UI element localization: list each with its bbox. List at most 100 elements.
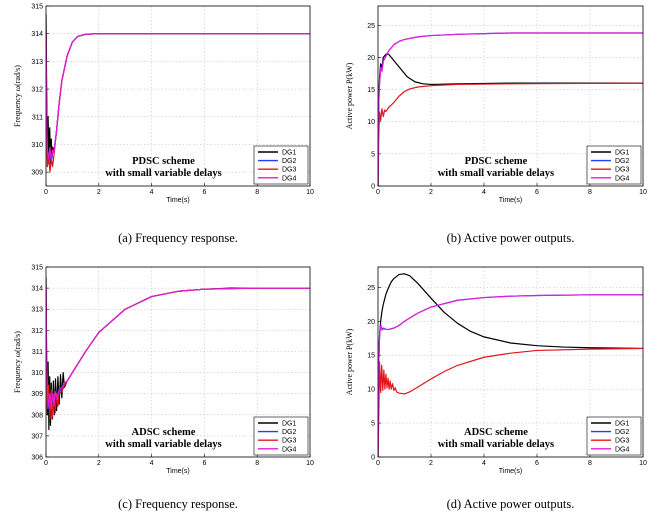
subfigure-caption: (a) Frequency response.: [118, 231, 238, 245]
y-tick-label: 308: [31, 412, 43, 419]
series-line-dg1: [378, 53, 643, 186]
y-tick-label: 307: [31, 433, 43, 440]
x-tick-label: 0: [376, 460, 380, 467]
x-tick-label: 6: [535, 189, 539, 196]
x-tick-label: 4: [150, 460, 154, 467]
y-tick-label: 313: [31, 59, 43, 66]
y-tick-label: 20: [367, 55, 375, 62]
x-tick-label: 2: [97, 460, 101, 467]
y-tick-label: 15: [367, 353, 375, 360]
y-tick-label: 311: [32, 114, 43, 121]
y-tick-label: 312: [31, 328, 43, 335]
legend-label-dg4: DG4: [615, 175, 630, 182]
series-line-dg3: [378, 82, 643, 186]
y-tick-label: 5: [371, 421, 375, 428]
y-axis-label: Active power P(kW): [345, 62, 354, 129]
plot-area: [45, 266, 311, 458]
y-tick-label: 314: [31, 31, 43, 38]
x-tick-label: 8: [588, 460, 592, 467]
scheme-annotation: PDSC scheme: [132, 156, 195, 167]
series-line-dg1: [46, 277, 310, 431]
x-tick-label: 0: [376, 189, 380, 196]
y-tick-label: 315: [31, 4, 43, 11]
x-tick-label: 2: [429, 460, 433, 467]
y-tick-label: 309: [31, 391, 43, 398]
series-line-dg3: [378, 347, 643, 457]
x-tick-label: 8: [588, 189, 592, 196]
series-group: [378, 273, 643, 457]
x-tick-label: 0: [44, 460, 48, 467]
x-axis-label: Time(s): [166, 468, 189, 475]
legend-label-dg3: DG3: [615, 438, 630, 445]
legend-label-dg3: DG3: [282, 438, 297, 445]
legend-label-dg1: DG1: [615, 421, 630, 428]
x-tick-label: 2: [97, 189, 101, 196]
chart-panel-d: 0 2 4 6 8 10 0 5 10 15 20 25 Time(s) Active power P(k…: [345, 266, 647, 511]
x-tick-label: 8: [255, 460, 259, 467]
plot-area: [377, 266, 644, 458]
y-tick-label: 20: [367, 319, 375, 326]
legend-label-dg2: DG2: [282, 158, 297, 165]
legend-label-dg4: DG4: [282, 175, 297, 182]
x-tick-label: 4: [482, 460, 486, 467]
chart-panel-c: 0 2 4 6 8 10 306 307 308 309 310 311 312 313 314 315 Tim…: [13, 265, 314, 512]
series-group: [46, 277, 310, 431]
y-tick-label: 313: [31, 307, 43, 314]
series-line-dg3: [46, 287, 310, 420]
y-tick-label: 310: [31, 370, 43, 377]
y-tick-label: 25: [367, 23, 375, 30]
chart-panel-b: 0 2 4 6 8 10 0 5 10 15 20 25 Time(s) Active power P(k…: [345, 5, 647, 245]
y-tick-label: 311: [32, 349, 43, 356]
series-line-dg4: [46, 287, 310, 410]
x-tick-label: 6: [535, 460, 539, 467]
x-tick-label: 2: [429, 189, 433, 196]
y-tick-label: 10: [367, 387, 375, 394]
y-tick-label: 315: [31, 265, 43, 272]
series-line-dg4: [378, 294, 643, 457]
series-line-dg1: [378, 273, 643, 457]
plot-area: [45, 5, 311, 187]
x-tick-label: 6: [202, 460, 206, 467]
x-axis-label: Time(s): [499, 197, 522, 204]
x-tick-label: 10: [306, 460, 314, 467]
y-tick-label: 310: [31, 142, 43, 149]
y-tick-label: 306: [31, 455, 43, 462]
legend-label-dg1: DG1: [282, 150, 297, 157]
scheme-annotation: PDSC scheme: [465, 156, 528, 167]
x-tick-label: 4: [482, 189, 486, 196]
subfigure-caption: (d) Active power outputs.: [447, 497, 575, 511]
x-tick-label: 4: [150, 189, 154, 196]
legend-label-dg2: DG2: [615, 429, 630, 436]
legend-label-dg4: DG4: [282, 446, 297, 453]
y-tick-label: 0: [371, 455, 375, 462]
y-tick-label: 10: [367, 119, 375, 126]
x-axis-label: Time(s): [166, 197, 189, 204]
y-axis-label: Frequency ω(rad/s): [13, 65, 22, 127]
series-line-dg2: [46, 287, 310, 412]
series-line-dg4: [378, 32, 643, 186]
scheme-annotation: with small variable delays: [105, 439, 221, 450]
legend-label-dg1: DG1: [282, 421, 297, 428]
series-line-dg4: [46, 33, 310, 162]
x-tick-label: 8: [255, 189, 259, 196]
legend-label-dg3: DG3: [615, 167, 630, 174]
legend-label-dg3: DG3: [282, 167, 297, 174]
x-tick-label: 10: [306, 189, 314, 196]
x-tick-label: 0: [44, 189, 48, 196]
subfigure-caption: (b) Active power outputs.: [447, 231, 575, 245]
legend-label-dg2: DG2: [615, 158, 630, 165]
x-tick-label: 10: [639, 189, 647, 196]
y-tick-label: 5: [371, 151, 375, 158]
scheme-annotation: with small variable delays: [438, 439, 554, 450]
y-tick-label: 0: [371, 184, 375, 191]
x-tick-label: 10: [639, 460, 647, 467]
x-axis-label: Time(s): [499, 468, 522, 475]
legend-label-dg1: DG1: [615, 150, 630, 157]
y-tick-label: 314: [31, 286, 43, 293]
scheme-annotation: with small variable delays: [105, 168, 221, 179]
